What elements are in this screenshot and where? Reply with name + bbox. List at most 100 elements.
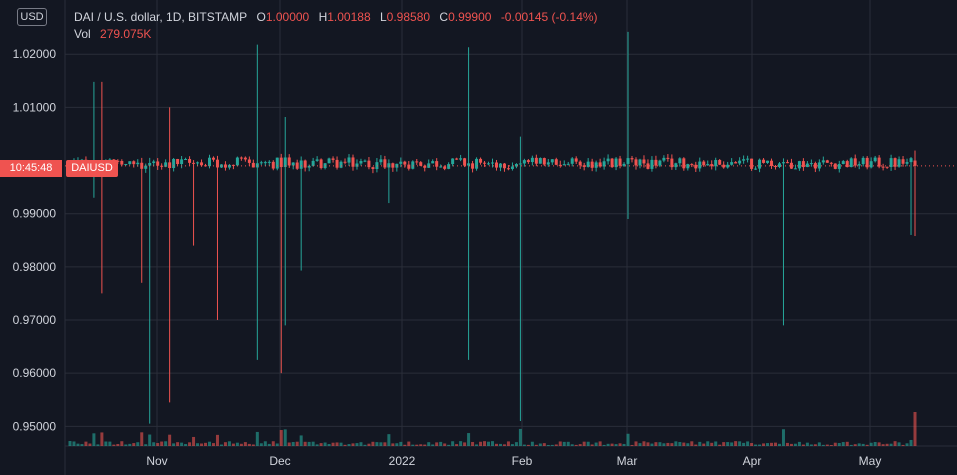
candle-body: [339, 161, 343, 168]
volume-bar: [726, 442, 730, 446]
volume-bar: [463, 442, 467, 446]
volume-bar: [427, 442, 431, 446]
volume-bar: [774, 442, 777, 446]
candle-body: [387, 163, 391, 168]
candle-body: [857, 164, 861, 166]
volume-bar: [399, 441, 403, 446]
candle-body: [586, 161, 590, 167]
candle-body: [427, 163, 431, 168]
volume-bar: [92, 433, 96, 446]
volume-bar: [650, 443, 654, 446]
volume-bar: [662, 443, 666, 446]
volume-bar: [590, 444, 594, 446]
volume-bar: [869, 442, 873, 446]
candle-body: [714, 160, 718, 167]
candle-body: [132, 161, 136, 165]
candle-body: [622, 163, 626, 166]
volume-bar: [881, 444, 885, 446]
candle-body: [754, 168, 758, 170]
candle-body: [841, 161, 845, 165]
volume-bar: [849, 444, 853, 446]
volume-bar: [467, 433, 471, 446]
candle-body: [762, 159, 766, 163]
candle-body: [108, 159, 112, 161]
volume-bar: [471, 441, 475, 446]
y-tick-label: 1.02000: [13, 47, 57, 61]
candle-body: [805, 163, 809, 168]
volume-bar: [638, 443, 642, 446]
volume-bar: [455, 444, 459, 446]
candle-body: [801, 161, 805, 168]
volume-bar: [694, 444, 698, 446]
candle-body: [399, 161, 403, 164]
candle-body: [487, 163, 491, 165]
volume-bar: [746, 441, 750, 446]
volume-bar: [108, 441, 112, 446]
volume-bar: [758, 444, 762, 446]
candle-body: [239, 157, 243, 159]
volume-bar: [395, 443, 399, 446]
symbol-price-badge: DAIUSD: [66, 160, 118, 177]
volume-bar: [347, 444, 351, 446]
candle-body: [905, 162, 909, 164]
volume-bar: [718, 444, 722, 446]
candle-body: [491, 162, 494, 164]
candle-body: [885, 166, 889, 168]
volume-bar: [897, 442, 901, 446]
candle-body: [542, 158, 546, 165]
volume-bar: [491, 441, 494, 446]
candle-body: [510, 166, 514, 169]
candle-body: [670, 158, 674, 168]
candle-body: [518, 163, 522, 165]
candle-body: [331, 158, 335, 160]
volume-bar: [152, 442, 156, 446]
volume-bar: [100, 432, 104, 446]
volume-bar: [829, 444, 833, 446]
volume-bar: [176, 442, 180, 446]
y-tick-label: 0.99000: [13, 207, 57, 221]
volume-bar: [841, 442, 845, 446]
volume-bar: [777, 443, 781, 446]
candle-body: [383, 159, 387, 168]
volume-bar: [303, 441, 307, 446]
candle-body: [594, 162, 598, 168]
volume-bar: [80, 444, 84, 446]
volume-bar: [371, 441, 375, 446]
candle-body: [271, 161, 275, 169]
volume-bar: [156, 443, 160, 446]
volume-bar: [821, 444, 825, 446]
volume-bar: [211, 443, 215, 446]
volume-bar: [706, 441, 710, 446]
currency-button[interactable]: USD: [17, 8, 47, 26]
candle-body: [658, 160, 662, 166]
volume-bar: [96, 444, 100, 446]
candle-body: [825, 160, 829, 163]
volume-bar: [140, 432, 144, 446]
x-tick-label: Feb: [512, 454, 533, 468]
volume-bar: [905, 443, 909, 446]
volume-bar: [287, 442, 291, 446]
low-value: 0.98580: [386, 10, 431, 24]
candle-body: [128, 161, 132, 165]
candle-body: [602, 161, 606, 167]
volume-bar: [359, 442, 363, 446]
candle-body: [897, 159, 901, 167]
volume-bar: [546, 444, 550, 446]
x-tick-label: Mar: [617, 454, 638, 468]
volume-bar: [160, 441, 164, 446]
candle-body: [781, 162, 785, 164]
volume-bar: [84, 441, 88, 446]
candle-body: [534, 157, 538, 164]
volume-bar: [144, 444, 148, 446]
candle-body: [873, 157, 877, 162]
volume-bar: [72, 441, 76, 446]
candle-body: [215, 159, 219, 168]
volume-bar: [586, 441, 590, 446]
candle-body: [359, 161, 363, 164]
candle-body: [829, 162, 833, 164]
volume-bar: [514, 442, 518, 446]
volume-bar: [223, 442, 227, 446]
volume-bar: [227, 441, 231, 446]
candle-body: [550, 159, 554, 163]
